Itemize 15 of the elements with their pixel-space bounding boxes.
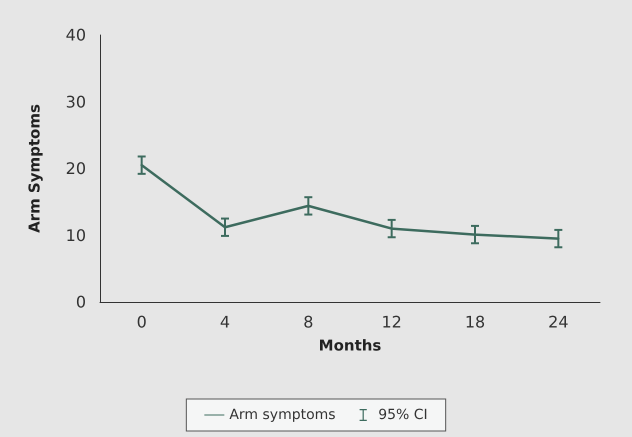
x-tick-label: 18 (464, 312, 486, 332)
y-tick-label: 10 (66, 226, 86, 245)
y-tick-label: 20 (66, 159, 86, 178)
y-axis-title: Arm Symptoms (26, 104, 44, 233)
x-tick-label: 8 (303, 312, 314, 332)
text: 95% CI (378, 407, 428, 423)
x-tick-label: 12 (381, 312, 402, 332)
y-tick-label: 0 (76, 292, 86, 312)
x-tick-label: 24 (548, 312, 569, 332)
x-axis-title: Months (318, 336, 382, 354)
legend-label: Arm symptoms (229, 407, 336, 423)
y-tick-label: 40 (66, 26, 86, 44)
x-tick-label: 0 (136, 312, 147, 332)
x-tick-label: 4 (220, 312, 230, 332)
y-tick-label: 30 (66, 92, 86, 112)
